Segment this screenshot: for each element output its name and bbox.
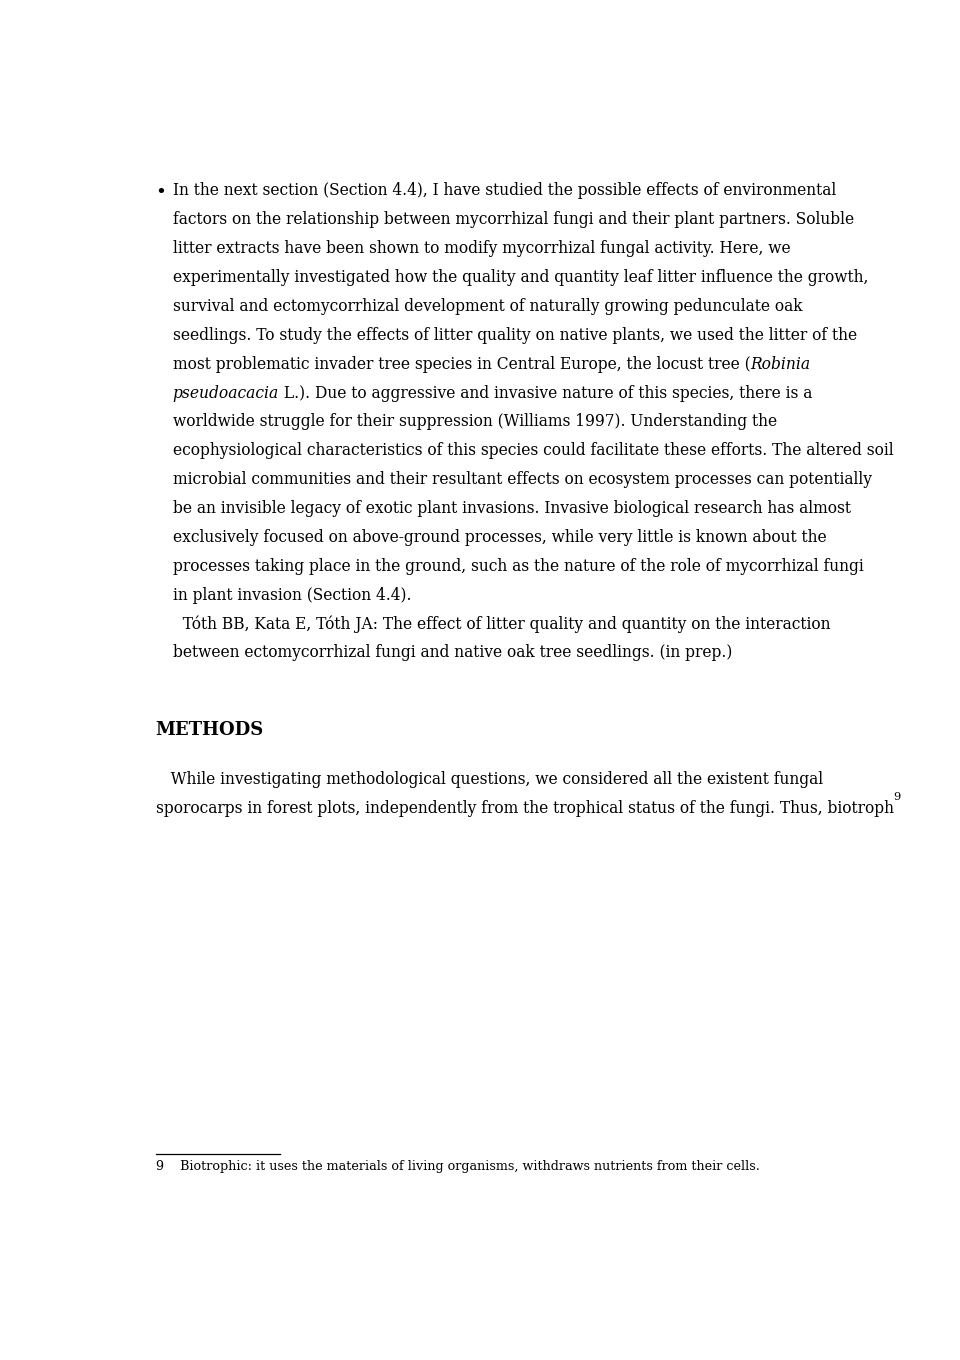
Text: sporocarps in forest plots, independently from the trophical status of the fungi: sporocarps in forest plots, independentl… [156, 800, 894, 817]
Text: While investigating methodological questions, we considered all the existent fun: While investigating methodological quest… [156, 771, 823, 787]
Text: microbial communities and their resultant effects on ecosystem processes can pot: microbial communities and their resultan… [173, 471, 872, 488]
Text: factors on the relationship between mycorrhizal fungi and their plant partners. : factors on the relationship between myco… [173, 211, 853, 228]
Text: In the next section (Section 4.4), I have studied the possible effects of enviro: In the next section (Section 4.4), I hav… [173, 182, 836, 200]
Text: •: • [156, 184, 166, 203]
Text: seedlings. To study the effects of litter quality on native plants, we used the : seedlings. To study the effects of litte… [173, 326, 857, 344]
Text: L.). Due to aggressive and invasive nature of this species, there is a: L.). Due to aggressive and invasive natu… [279, 385, 812, 401]
Text: in plant invasion (Section 4.4).: in plant invasion (Section 4.4). [173, 586, 411, 604]
Text: 9    Biotrophic: it uses the materials of living organisms, withdraws nutrients : 9 Biotrophic: it uses the materials of l… [156, 1160, 759, 1174]
Text: processes taking place in the ground, such as the nature of the role of mycorrhi: processes taking place in the ground, su… [173, 558, 863, 575]
Text: exclusively focused on above-ground processes, while very little is known about : exclusively focused on above-ground proc… [173, 529, 827, 545]
Text: most problematic invader tree species in Central Europe, the locust tree (: most problematic invader tree species in… [173, 356, 751, 373]
Text: ecophysiological characteristics of this species could facilitate these efforts.: ecophysiological characteristics of this… [173, 442, 894, 460]
Text: experimentally investigated how the quality and quantity leaf litter influence t: experimentally investigated how the qual… [173, 269, 868, 286]
Text: pseudoacacia: pseudoacacia [173, 385, 279, 401]
Text: METHODS: METHODS [156, 721, 264, 738]
Text: 9: 9 [894, 792, 900, 802]
Text: between ectomycorrhizal fungi and native oak tree seedlings. (in prep.): between ectomycorrhizal fungi and native… [173, 645, 732, 661]
Text: worldwide struggle for their suppression (Williams 1997). Understanding the: worldwide struggle for their suppression… [173, 413, 777, 431]
Text: litter extracts have been shown to modify mycorrhizal fungal activity. Here, we: litter extracts have been shown to modif… [173, 241, 790, 257]
Text: be an invisible legacy of exotic plant invasions. Invasive biological research h: be an invisible legacy of exotic plant i… [173, 500, 851, 517]
Text: Tóth BB, Kata E, Tóth JA: The effect of litter quality and quantity on the inter: Tóth BB, Kata E, Tóth JA: The effect of … [173, 616, 830, 632]
Text: survival and ectomycorrhizal development of naturally growing pedunculate oak: survival and ectomycorrhizal development… [173, 298, 803, 316]
Text: Robinia: Robinia [751, 356, 810, 373]
